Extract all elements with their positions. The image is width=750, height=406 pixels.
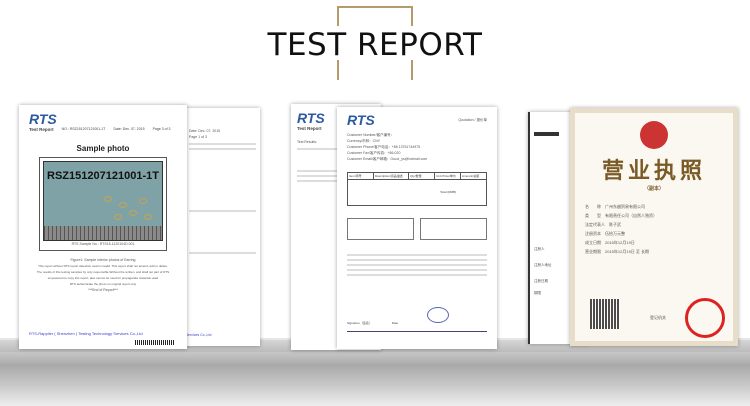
col-description: Description/货品描述 bbox=[374, 173, 410, 179]
company-name: y Services Co.,Ltd bbox=[183, 333, 212, 337]
quotation-page: RTS Quotation / 报价单 Customer Number/客户编号… bbox=[337, 107, 497, 349]
qr-code bbox=[590, 299, 620, 329]
col-qty: Qty/数量 bbox=[409, 173, 436, 179]
rts-logo: RTS bbox=[347, 112, 375, 128]
report-page-3: RTS Test Report NO.: RSZ151207121001-1T … bbox=[19, 105, 187, 349]
note-3: empowered to copy this report, also cann… bbox=[47, 276, 159, 280]
col-unit-price: Unit Price/单价 bbox=[435, 173, 462, 179]
col-amount: Amount/总额 bbox=[462, 174, 480, 178]
note-4: RTS authenticate the photo on original r… bbox=[69, 282, 137, 286]
subtitle: Test Report bbox=[29, 127, 54, 132]
copy-label: （副本） bbox=[643, 186, 664, 192]
row-term: 营业期限 2015年12月19日 至 长期 bbox=[585, 249, 650, 254]
rts-logo: RTS bbox=[297, 110, 325, 126]
company-seal bbox=[427, 307, 449, 323]
title-frame-top bbox=[337, 6, 413, 26]
field-3: Customer Phone/客户电话：+86 13751744975 bbox=[347, 145, 421, 149]
total-label: Total (RMB) bbox=[347, 180, 487, 206]
report-no: NO.: RSZ151207121001-1T bbox=[61, 127, 106, 131]
rts-logo: RTS bbox=[29, 111, 57, 127]
row-name: 名 称 广州东越贸易有限公司 bbox=[585, 204, 645, 209]
signature-label: Signature（签名） bbox=[347, 321, 372, 325]
results-label: Test Results: bbox=[297, 140, 318, 144]
sample-number: RTS Sample No.: RTS15-1120104D.001 bbox=[71, 242, 135, 246]
photo-label: RSZ151207121001-1T bbox=[47, 170, 159, 182]
sample-photo: RSZ151207121001-1T bbox=[43, 161, 163, 241]
page-number: Page 3 of 3 bbox=[152, 127, 171, 131]
license-title: 营业执照 bbox=[601, 158, 706, 184]
company-name: RTS-Rapplier ( Shenzhen ) Testing Techno… bbox=[29, 331, 143, 336]
figure-caption: Figure1: Sample interior photos of Earri… bbox=[70, 258, 136, 262]
address-label: 注册人地址 bbox=[534, 263, 552, 267]
title-frame-bottom bbox=[337, 60, 413, 80]
business-license: 营业执照 （副本） 名 称 广州东越贸易有限公司 类 型 有限责任公司（自然人独… bbox=[570, 108, 738, 346]
term-label: 期限 bbox=[534, 291, 541, 295]
row-established: 成立日期 2015年12月19日 bbox=[585, 240, 635, 245]
quotation-title: Quotation / 报价单 bbox=[458, 118, 487, 122]
page-title: TEST REPORT bbox=[267, 27, 483, 63]
note-2: The results of this testing samples by o… bbox=[36, 270, 170, 274]
note-1: This report without RTS report detection… bbox=[38, 264, 168, 268]
national-emblem bbox=[640, 121, 668, 149]
field-1: Customer Number/客户编号： bbox=[347, 133, 395, 137]
date-label: 注册日期 bbox=[534, 279, 548, 283]
date-text: Date: Dec. 07, 2015 bbox=[189, 129, 221, 133]
field-2: Currency/币种：CNY bbox=[347, 139, 381, 143]
date-text: Date: Dec. 07, 2015 bbox=[113, 127, 145, 131]
registrant-label: 注册人 bbox=[534, 247, 545, 251]
col-item: Item/项号 bbox=[348, 173, 374, 179]
barcode bbox=[135, 340, 175, 345]
row-capital: 注册资本 伍拾万元整 bbox=[585, 231, 625, 236]
date-label: Date bbox=[391, 321, 399, 325]
official-seal bbox=[685, 298, 725, 338]
row-type: 类 型 有限责任公司（自然人独资） bbox=[585, 213, 657, 218]
subtitle: Test Report bbox=[297, 126, 322, 131]
section-heading: Sample photo bbox=[76, 144, 130, 153]
field-4: Customer Fax/客户传真：+86-020 bbox=[347, 151, 401, 155]
row-representative: 法定代表人 陈子武 bbox=[585, 222, 621, 227]
field-5: Customer Email/客户邮箱：Gucci_ys@hotmail.com bbox=[347, 157, 428, 161]
end-of-report: ***End of Report*** bbox=[88, 288, 118, 292]
report-page-1: Date: Dec. 07, 2015 Page 1 of 3 y Servic… bbox=[175, 108, 260, 346]
page-number: Page 1 of 3 bbox=[189, 135, 207, 139]
authority-label: 登记机关 bbox=[650, 315, 666, 320]
